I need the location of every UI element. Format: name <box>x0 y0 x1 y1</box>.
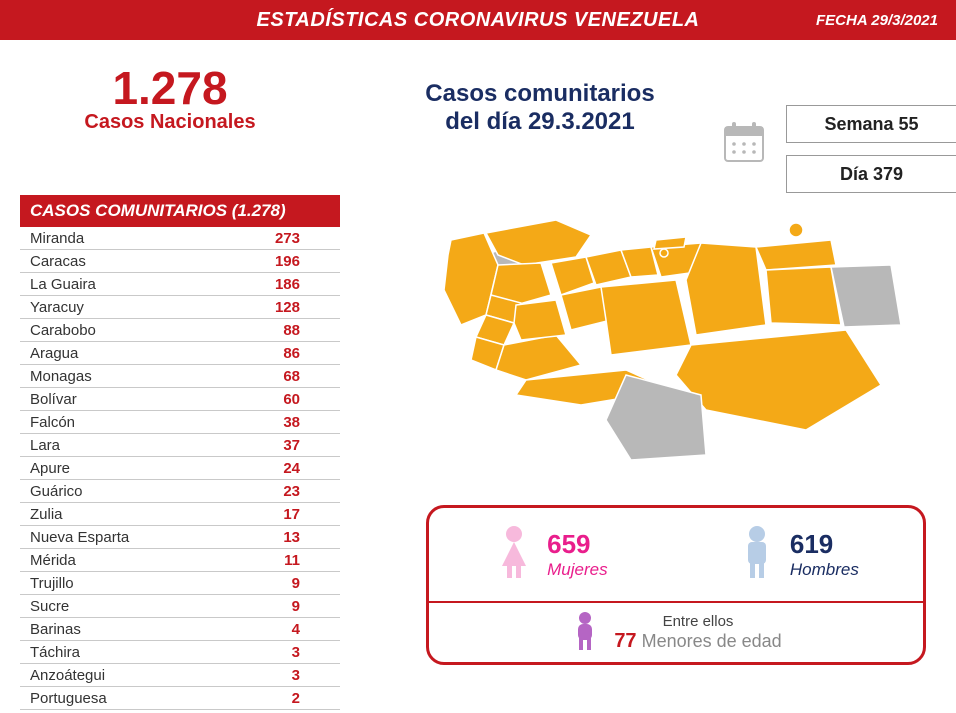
value-cell: 2 <box>244 687 340 710</box>
header-date: FECHA 29/3/2021 <box>816 12 938 29</box>
female-number: 659 <box>547 529 607 560</box>
national-cases-number: 1.278 <box>40 65 300 111</box>
region-cell: Anzoátegui <box>20 664 244 687</box>
table-row: Portuguesa2 <box>20 687 340 710</box>
male-number: 619 <box>790 529 859 560</box>
female-icon <box>493 524 535 585</box>
national-cases-label: Casos Nacionales <box>40 111 300 134</box>
main-title-line2: del día 29.3.2021 <box>360 108 720 136</box>
table-row: Lara37 <box>20 434 340 457</box>
value-cell: 9 <box>244 595 340 618</box>
region-cell: Bolívar <box>20 388 244 411</box>
table-row: Anzoátegui3 <box>20 664 340 687</box>
region-cell: Miranda <box>20 227 244 250</box>
day-box: Día 379 <box>786 155 956 193</box>
value-cell: 3 <box>244 641 340 664</box>
value-cell: 68 <box>244 365 340 388</box>
table-row: Trujillo9 <box>20 572 340 595</box>
table-row: Yaracuy128 <box>20 296 340 319</box>
region-cell: Carabobo <box>20 319 244 342</box>
value-cell: 186 <box>244 273 340 296</box>
minors-number: 77 <box>614 630 636 652</box>
table-row: Falcón38 <box>20 411 340 434</box>
table-row: Carabobo88 <box>20 319 340 342</box>
table-row: Miranda273 <box>20 227 340 250</box>
value-cell: 38 <box>244 411 340 434</box>
female-label: Mujeres <box>547 560 607 580</box>
table-row: Aragua86 <box>20 342 340 365</box>
table-row: Bolívar60 <box>20 388 340 411</box>
table-row: Barinas4 <box>20 618 340 641</box>
male-icon <box>736 524 778 585</box>
region-cell: Portuguesa <box>20 687 244 710</box>
demographics-minors-row: Entre ellos 77 Menores de edad <box>429 603 923 663</box>
main-title: Casos comunitarios del día 29.3.2021 <box>360 80 720 136</box>
day-label: Día 379 <box>840 164 903 185</box>
value-cell: 196 <box>244 250 340 273</box>
header-title: ESTADÍSTICAS CORONAVIRUS VENEZUELA <box>257 9 700 32</box>
minors-label-bottom: Menores de edad <box>642 631 782 651</box>
demographics-gender-row: 659 Mujeres 619 Hombres <box>429 508 923 603</box>
table-row: Táchira3 <box>20 641 340 664</box>
table-header: CASOS COMUNITARIOS (1.278) <box>20 195 340 227</box>
cases-table: Miranda273Caracas196La Guaira186Yaracuy1… <box>20 227 340 710</box>
table-row: Monagas68 <box>20 365 340 388</box>
region-cell: Aragua <box>20 342 244 365</box>
table-row: Guárico23 <box>20 480 340 503</box>
region-cell: Apure <box>20 457 244 480</box>
value-cell: 24 <box>244 457 340 480</box>
minors-label-top: Entre ellos <box>614 613 781 630</box>
calendar-icon <box>722 120 766 169</box>
region-cell: Barinas <box>20 618 244 641</box>
cases-table-container: CASOS COMUNITARIOS (1.278) Miranda273Car… <box>20 195 340 710</box>
value-cell: 273 <box>244 227 340 250</box>
week-box: Semana 55 <box>786 105 956 143</box>
value-cell: 60 <box>244 388 340 411</box>
value-cell: 23 <box>244 480 340 503</box>
national-cases-box: 1.278 Casos Nacionales <box>40 65 300 134</box>
value-cell: 17 <box>244 503 340 526</box>
value-cell: 3 <box>244 664 340 687</box>
child-icon <box>570 610 600 657</box>
value-cell: 9 <box>244 572 340 595</box>
region-cell: Falcón <box>20 411 244 434</box>
value-cell: 88 <box>244 319 340 342</box>
region-cell: Sucre <box>20 595 244 618</box>
region-cell: Guárico <box>20 480 244 503</box>
venezuela-map <box>426 195 926 465</box>
region-cell: Mérida <box>20 549 244 572</box>
male-stat: 619 Hombres <box>736 524 859 585</box>
male-label: Hombres <box>790 560 859 580</box>
value-cell: 13 <box>244 526 340 549</box>
region-cell: Trujillo <box>20 572 244 595</box>
region-cell: Monagas <box>20 365 244 388</box>
region-cell: Táchira <box>20 641 244 664</box>
table-row: Apure24 <box>20 457 340 480</box>
region-cell: Zulia <box>20 503 244 526</box>
table-row: Sucre9 <box>20 595 340 618</box>
female-stat: 659 Mujeres <box>493 524 607 585</box>
table-row: La Guaira186 <box>20 273 340 296</box>
region-cell: Caracas <box>20 250 244 273</box>
region-cell: Yaracuy <box>20 296 244 319</box>
value-cell: 128 <box>244 296 340 319</box>
value-cell: 11 <box>244 549 340 572</box>
value-cell: 4 <box>244 618 340 641</box>
demographics-box: 659 Mujeres 619 Hombres Entre ellos 77 M… <box>426 505 926 665</box>
table-row: Mérida11 <box>20 549 340 572</box>
value-cell: 37 <box>244 434 340 457</box>
region-cell: La Guaira <box>20 273 244 296</box>
main-title-line1: Casos comunitarios <box>360 80 720 108</box>
table-row: Zulia17 <box>20 503 340 526</box>
region-cell: Lara <box>20 434 244 457</box>
table-row: Caracas196 <box>20 250 340 273</box>
week-label: Semana 55 <box>824 114 918 135</box>
value-cell: 86 <box>244 342 340 365</box>
header-bar: ESTADÍSTICAS CORONAVIRUS VENEZUELA FECHA… <box>0 0 956 40</box>
region-cell: Nueva Esparta <box>20 526 244 549</box>
table-row: Nueva Esparta13 <box>20 526 340 549</box>
